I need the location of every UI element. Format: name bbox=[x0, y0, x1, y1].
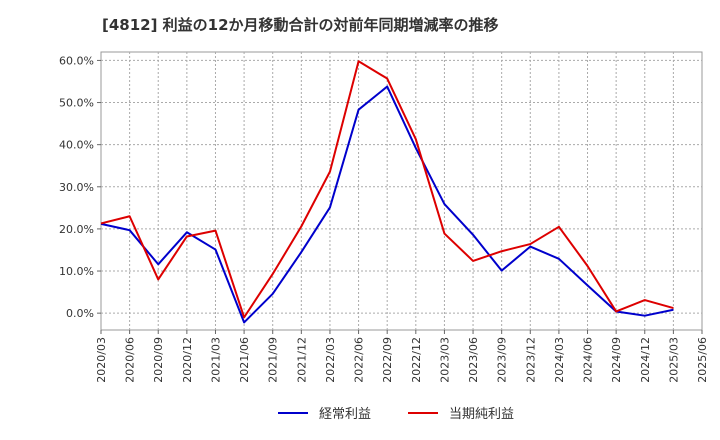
x-tick-label: 2024/06 bbox=[582, 337, 595, 383]
x-tick-label: 2021/09 bbox=[267, 337, 280, 383]
x-tick-label: 2021/12 bbox=[295, 337, 308, 383]
x-tick-label: 2023/09 bbox=[496, 337, 509, 383]
x-tick-label: 2024/09 bbox=[610, 337, 623, 383]
x-tick-label: 2024/12 bbox=[639, 337, 652, 383]
x-tick-label: 2020/03 bbox=[95, 337, 108, 383]
x-tick-label: 2020/06 bbox=[124, 337, 137, 383]
x-tick-label: 2022/03 bbox=[324, 337, 337, 383]
x-tick-label: 2022/06 bbox=[353, 337, 366, 383]
y-tick-label: 60.0% bbox=[59, 54, 94, 67]
x-tick-label: 2021/06 bbox=[238, 337, 251, 383]
legend-label: 経常利益 bbox=[319, 407, 371, 422]
x-axis-ticks: 2020/03 2020/06 2020/09 2020/12 2021/03 2021/… bbox=[95, 330, 709, 383]
series-lines bbox=[100, 60, 674, 324]
y-axis-ticks: 0.0% 10.0% 20.0% 30.0% 40.0% 50.0% 60.0% bbox=[59, 54, 101, 320]
series-line bbox=[100, 85, 674, 324]
x-tick-label: 2023/12 bbox=[524, 337, 537, 383]
x-tick-label: 2025/06 bbox=[696, 337, 709, 383]
y-tick-label: 50.0% bbox=[59, 97, 94, 110]
plot-area bbox=[100, 51, 703, 331]
x-tick-label: 2020/09 bbox=[152, 337, 165, 383]
x-tick-label: 2021/03 bbox=[209, 337, 222, 383]
grid-lines bbox=[101, 52, 702, 330]
x-tick-label: 2024/03 bbox=[553, 337, 566, 383]
x-tick-label: 2022/12 bbox=[410, 337, 423, 383]
x-tick-label: 2023/03 bbox=[438, 337, 451, 383]
y-tick-label: 40.0% bbox=[59, 139, 94, 152]
series-line bbox=[100, 60, 674, 319]
x-tick-label: 2025/03 bbox=[667, 337, 680, 383]
legend-label: 当期純利益 bbox=[449, 407, 514, 422]
x-tick-label: 2022/09 bbox=[381, 337, 394, 383]
x-tick-label: 2020/12 bbox=[181, 337, 194, 383]
x-tick-label: 2023/06 bbox=[467, 337, 480, 383]
y-tick-label: 20.0% bbox=[59, 223, 94, 236]
chart-title: [4812] 利益の12か月移動合計の対前年同期増減率の推移 bbox=[102, 16, 499, 34]
legend: 経常利益 当期純利益 bbox=[278, 407, 514, 422]
y-tick-label: 30.0% bbox=[59, 181, 94, 194]
y-tick-label: 10.0% bbox=[59, 265, 94, 278]
y-tick-label: 0.0% bbox=[66, 307, 94, 320]
